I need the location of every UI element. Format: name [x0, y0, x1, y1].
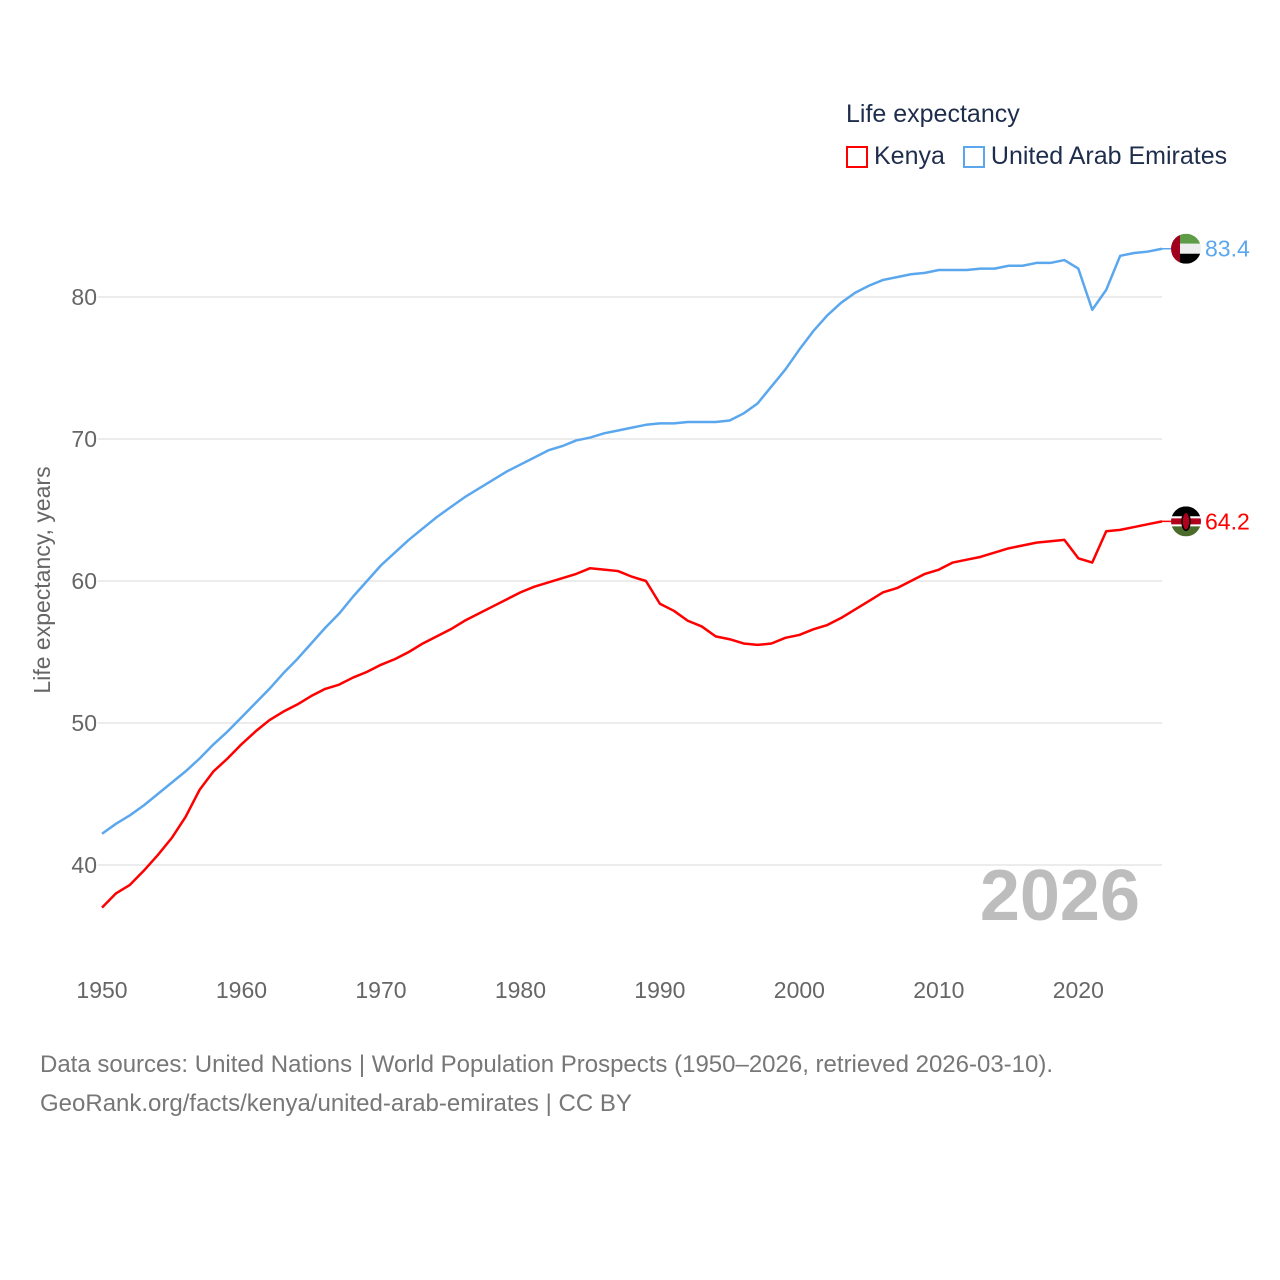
series-line-kenya [101, 520, 1163, 909]
end-value-label: 83.4 [1205, 236, 1250, 262]
legend: Kenya United Arab Emirates [846, 142, 1227, 171]
legend-swatch-kenya [846, 145, 868, 168]
legend-item-kenya[interactable]: Kenya [846, 142, 945, 171]
x-tick-label: 2010 [913, 977, 964, 1003]
x-tick-label: 1980 [495, 977, 546, 1003]
x-tick-label: 1970 [355, 977, 406, 1003]
end-value-label: 64.2 [1205, 508, 1250, 534]
y-tick-label: 50 [71, 710, 97, 736]
y-tick-label: 70 [71, 426, 97, 452]
data-source-text: Data sources: United Nations | World Pop… [40, 1051, 1054, 1078]
legend-swatch-uae [962, 145, 985, 168]
x-tick-label: 1960 [216, 977, 267, 1003]
year-label: 2026 [980, 856, 1140, 936]
y-tick-label: 80 [71, 284, 97, 310]
x-tick-label: 2020 [1053, 977, 1104, 1003]
y-axis-label: Life expectancy, years [29, 466, 55, 693]
source-url-text[interactable]: GeoRank.org/facts/kenya/united-arab-emir… [40, 1090, 632, 1117]
uae-flag-icon [1171, 233, 1201, 264]
legend-item-uae[interactable]: United Arab Emirates [962, 142, 1228, 171]
y-tick-label: 60 [71, 568, 97, 594]
legend-title: Life expectancy [846, 100, 1020, 128]
kenya-flag-icon [1171, 506, 1201, 537]
legend-label-uae: United Arab Emirates [990, 142, 1228, 170]
footer: Data sources: United Nations | World Pop… [40, 1045, 1053, 1123]
legend-label-kenya: Kenya [874, 142, 945, 170]
y-tick-label: 40 [71, 852, 97, 878]
series-line-uae [101, 247, 1163, 835]
x-tick-label: 2000 [774, 977, 825, 1003]
x-tick-label: 1990 [634, 977, 685, 1003]
x-tick-label: 1950 [76, 977, 127, 1003]
